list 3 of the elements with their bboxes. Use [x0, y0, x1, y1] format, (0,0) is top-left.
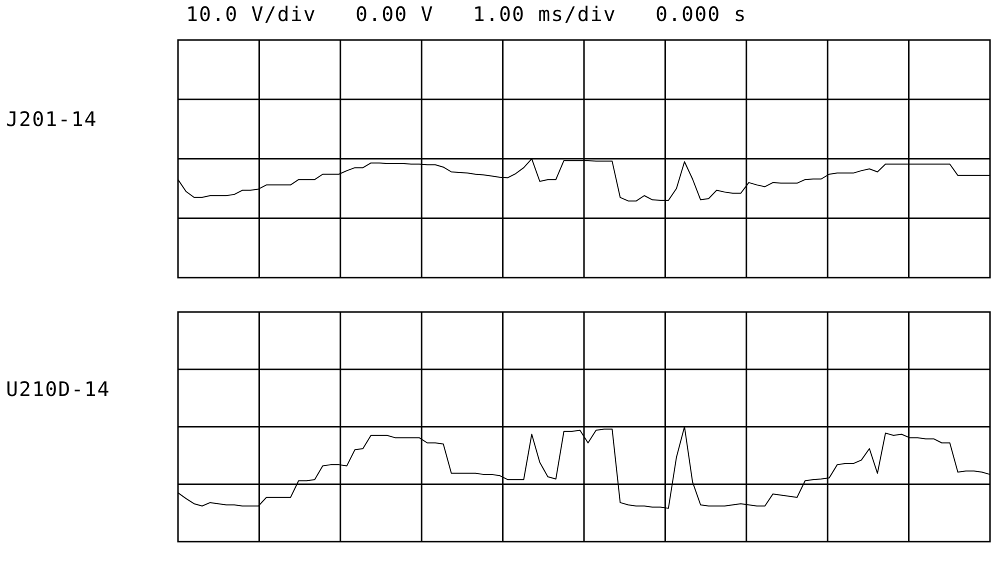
y-axis-title: J201-14 — [6, 107, 98, 131]
y-axis-title: U210D-14 — [6, 376, 110, 401]
chart-title: 10.0 V/div 0.00 V 1.00 ms/div 0.000 s — [186, 2, 747, 26]
